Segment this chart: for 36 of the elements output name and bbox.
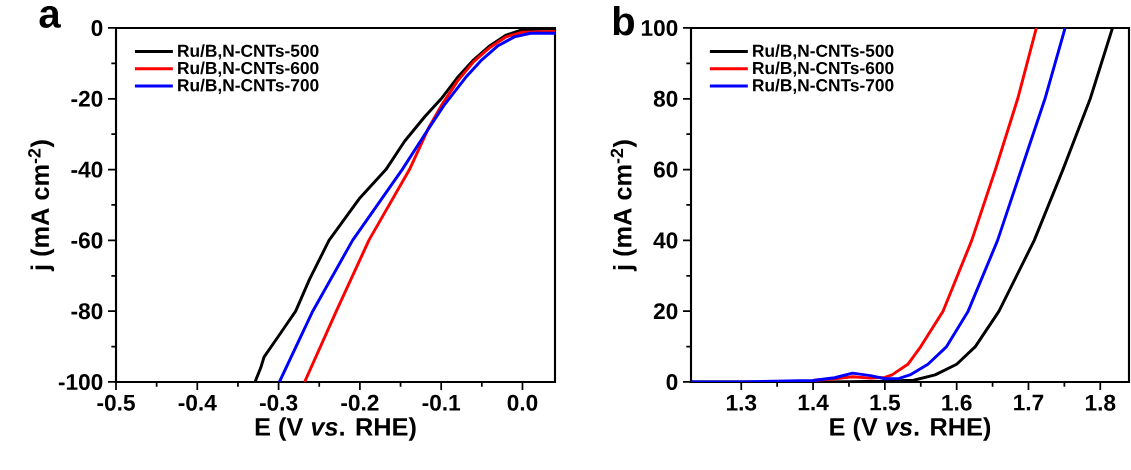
y-axis-title: j (mA cm$^{-2}$) [610,140,637,272]
legend-label: Ru/B,N-CNTs-600 [178,61,319,77]
y-tick-label: 0 [91,19,103,37]
legend-label: Ru/B,N-CNTs-500 [178,44,319,60]
y-tick-label: 40 [653,232,678,249]
y-tick-label: 20 [653,303,678,320]
chart-title: b [613,6,634,36]
y-tick-label: 80 [653,90,678,107]
x-tick-label: 1.8 [1085,394,1116,411]
x-tick-label: 1.3 [726,394,757,411]
y-axis-title: j (mA cm$^{-2}$) [28,140,55,272]
x-tick-label: -0.4 [178,394,217,411]
x-axis-title: E (V vs. RHE) [830,417,991,441]
x-tick-label: -0.5 [97,394,135,411]
x-tick-label: -0.1 [422,394,461,411]
x-tick-label: 0.0 [507,394,538,411]
legend-label: Ru/B,N-CNTs-500 [753,44,894,60]
y-tick-label: 100 [641,19,678,37]
y-tick-label: -60 [71,232,103,249]
legend-label: Ru/B,N-CNTs-600 [753,61,894,77]
y-tick-label: 0 [666,373,678,391]
y-tick-label: 60 [653,161,678,178]
x-tick-label: 1.6 [942,394,972,411]
x-axis-title: E (V vs. RHE) [255,417,416,441]
legend-label: Ru/B,N-CNTs-700 [178,78,319,94]
y-tick-label: -40 [71,161,103,178]
x-tick-label: -0.2 [341,394,379,411]
y-tick-label: -100 [58,373,103,391]
x-tick-label: 1.7 [1014,394,1044,411]
y-tick-label: -80 [71,303,103,320]
y-tick-label: -20 [71,90,103,107]
chart-title: a [39,6,61,28]
x-tick-label: -0.3 [259,394,298,411]
x-tick-label: 1.4 [798,394,829,411]
x-tick-label: 1.5 [870,394,900,411]
legend-label: Ru/B,N-CNTs-700 [753,78,894,94]
